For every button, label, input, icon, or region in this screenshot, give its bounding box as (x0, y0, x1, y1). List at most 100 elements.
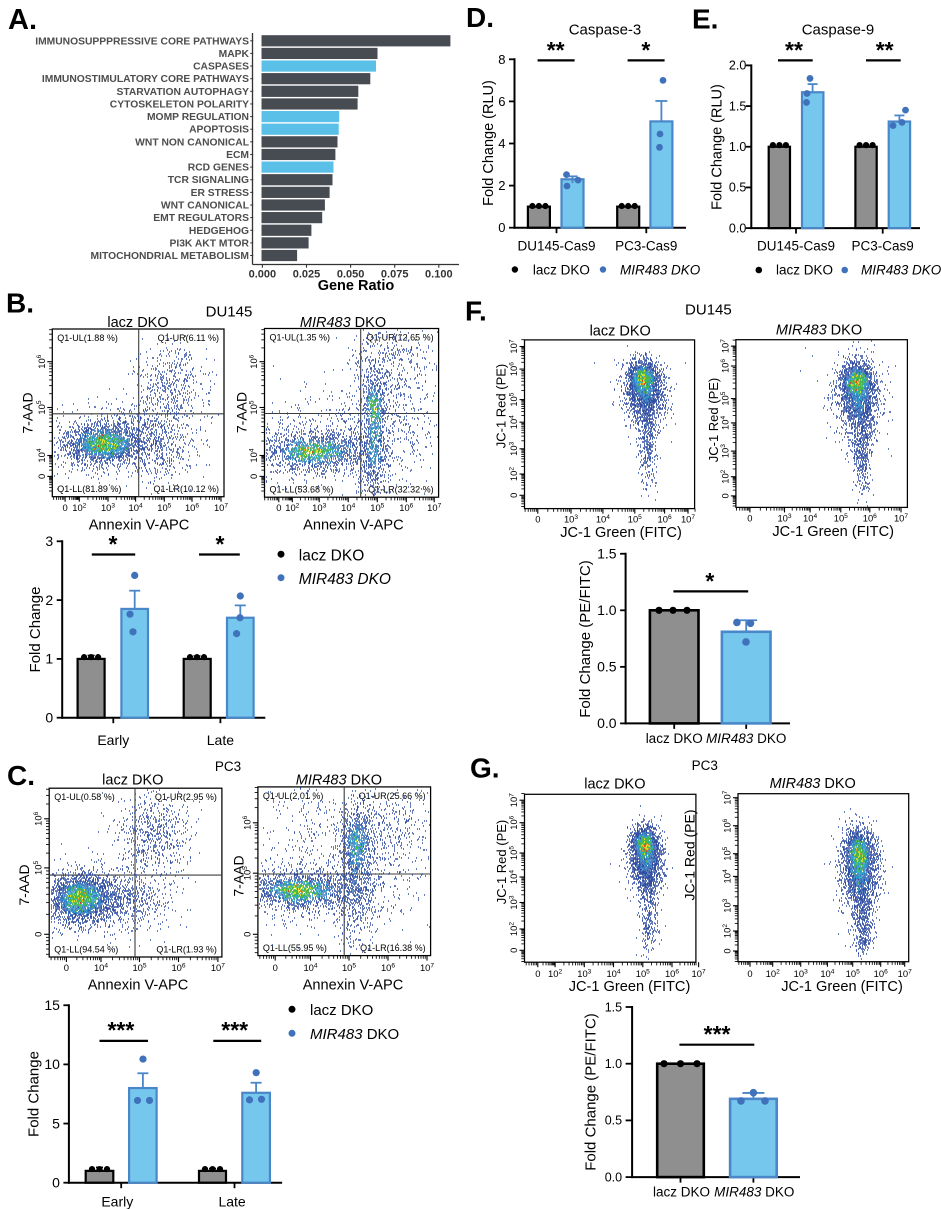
svg-text:4: 4 (498, 136, 505, 151)
svg-text:lacz DKO: lacz DKO (584, 777, 645, 793)
svg-text:105: 105 (628, 514, 642, 525)
svg-text:0: 0 (248, 474, 259, 479)
svg-text:1.0: 1.0 (597, 602, 617, 618)
svg-text:JC-1 Green (FITC): JC-1 Green (FITC) (772, 524, 894, 540)
svg-text:IMMUNOSTIMULATORY CORE PATHWAY: IMMUNOSTIMULATORY CORE PATHWAYS (42, 74, 249, 85)
svg-text:PC3-Cas9: PC3-Cas9 (615, 239, 677, 254)
svg-text:Caspase-9: Caspase-9 (802, 22, 875, 39)
svg-text:MAPK: MAPK (219, 49, 250, 60)
svg-text:1.0: 1.0 (729, 140, 746, 154)
svg-text:2: 2 (498, 178, 505, 193)
svg-text:**: ** (876, 37, 894, 63)
svg-text:0: 0 (276, 502, 281, 513)
svg-text:107: 107 (719, 339, 730, 353)
svg-text:Annexin V-APC: Annexin V-APC (303, 518, 404, 534)
svg-text:104: 104 (596, 514, 610, 525)
svg-text:WNT NON CANONICAL: WNT NON CANONICAL (135, 137, 249, 148)
svg-text:106: 106 (508, 362, 519, 376)
svg-text:F.: F. (465, 296, 487, 327)
svg-text:1.0: 1.0 (605, 1057, 622, 1071)
svg-text:*: * (641, 37, 650, 63)
svg-text:103: 103 (101, 502, 115, 513)
svg-text:0: 0 (508, 493, 519, 498)
svg-text:MIR483 DKO: MIR483 DKO (300, 315, 386, 331)
svg-text:2: 2 (45, 592, 53, 608)
svg-text:JC-1 Red (PE): JC-1 Red (PE) (494, 364, 509, 449)
svg-text:6: 6 (498, 94, 505, 109)
svg-text:Caspase-3: Caspase-3 (569, 22, 642, 39)
svg-text:107: 107 (898, 968, 912, 979)
svg-text:0: 0 (273, 962, 278, 973)
svg-text:Fold Change: Fold Change (26, 1051, 43, 1137)
svg-text:106: 106 (508, 815, 519, 829)
svg-text:105: 105 (508, 392, 519, 406)
svg-text:104: 104 (722, 869, 733, 883)
svg-text:*: * (705, 568, 714, 594)
svg-text:MIR483 DKO: MIR483 DKO (770, 776, 856, 792)
svg-text:107: 107 (722, 790, 733, 804)
svg-text:106: 106 (248, 354, 259, 368)
svg-text:Q1-UL(1.88 %): Q1-UL(1.88 %) (57, 333, 118, 343)
svg-text:105: 105 (370, 502, 384, 513)
svg-text:PC3: PC3 (215, 759, 241, 774)
svg-text:EMT REGULATORS: EMT REGULATORS (153, 213, 249, 224)
svg-text:*: * (216, 531, 225, 557)
svg-text:***: *** (221, 1017, 248, 1043)
svg-text:105: 105 (834, 513, 848, 524)
svg-text:104: 104 (303, 962, 317, 973)
svg-text:5: 5 (52, 1115, 60, 1131)
svg-text:107: 107 (508, 339, 519, 353)
svg-text:MITOCHONDRIAL METABOLISM: MITOCHONDRIAL METABOLISM (91, 251, 249, 262)
svg-text:0: 0 (52, 1175, 60, 1191)
svg-text:HEDGEHOG: HEDGEHOG (189, 226, 249, 237)
svg-text:103: 103 (564, 514, 578, 525)
svg-text:Late: Late (207, 732, 234, 748)
svg-text:103: 103 (577, 968, 591, 979)
svg-text:107: 107 (420, 962, 434, 973)
svg-text:104: 104 (719, 416, 730, 430)
svg-text:107: 107 (508, 793, 519, 807)
svg-text:0: 0 (241, 932, 252, 937)
svg-text:0.5: 0.5 (729, 181, 746, 195)
svg-text:JC-1 Green (FITC): JC-1 Green (FITC) (781, 979, 903, 995)
svg-text:JC-1 Red (PE): JC-1 Red (PE) (706, 378, 721, 463)
svg-text:105: 105 (636, 968, 650, 979)
svg-text:STARVATION AUTOPHAGY: STARVATION AUTOPHAGY (116, 87, 249, 98)
svg-text:103: 103 (312, 502, 326, 513)
svg-text:103: 103 (794, 968, 808, 979)
svg-text:D.: D. (466, 2, 494, 33)
svg-text:102: 102 (722, 924, 733, 938)
svg-text:105: 105 (248, 400, 259, 414)
svg-text:lacz DKO: lacz DKO (590, 324, 651, 340)
svg-text:lacz DKO: lacz DKO (299, 547, 364, 564)
svg-text:MOMP REGULATION: MOMP REGULATION (147, 112, 249, 123)
svg-text:0.025: 0.025 (293, 269, 321, 281)
svg-text:103: 103 (722, 898, 733, 912)
svg-text:105: 105 (508, 846, 519, 860)
svg-text:G.: G. (470, 753, 500, 784)
svg-text:107: 107 (211, 962, 225, 973)
svg-text:2.0: 2.0 (729, 59, 746, 73)
svg-text:105: 105 (722, 846, 733, 860)
svg-text:Late: Late (218, 1194, 245, 1209)
svg-text:Early: Early (97, 732, 129, 748)
svg-text:105: 105 (342, 962, 356, 973)
svg-text:104: 104 (94, 962, 108, 973)
svg-text:C.: C. (7, 760, 35, 791)
svg-text:DU145: DU145 (206, 304, 253, 321)
svg-text:7-AAD: 7-AAD (234, 392, 250, 433)
svg-text:Q1-LL(55.95 %): Q1-LL(55.95 %) (263, 943, 327, 953)
svg-text:104: 104 (508, 415, 519, 429)
svg-text:106: 106 (241, 815, 252, 829)
svg-text:1: 1 (45, 651, 53, 667)
svg-text:107: 107 (214, 502, 228, 513)
svg-text:Q1-UL(1.35 %): Q1-UL(1.35 %) (270, 333, 331, 343)
svg-text:Q1-UL(2.01 %): Q1-UL(2.01 %) (263, 791, 324, 801)
svg-text:lacz DKO: lacz DKO (776, 263, 833, 278)
svg-text:0.0: 0.0 (605, 1170, 622, 1184)
svg-text:ECM: ECM (226, 150, 249, 161)
svg-text:Q1-UR(25.66 %): Q1-UR(25.66 %) (359, 791, 426, 801)
svg-text:RCD GENES: RCD GENES (188, 163, 249, 174)
svg-text:104: 104 (803, 513, 817, 524)
svg-text:104: 104 (341, 502, 355, 513)
